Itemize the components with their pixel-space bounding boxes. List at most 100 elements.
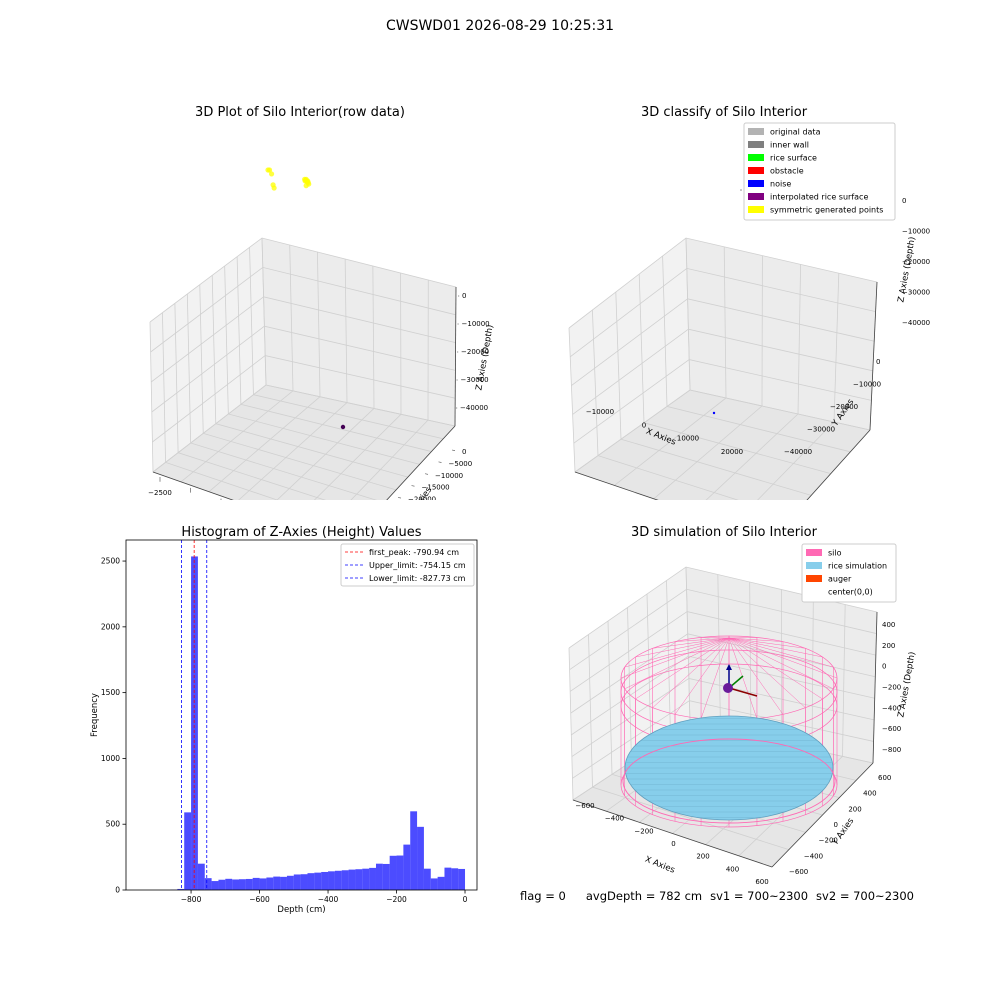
histogram-bar [410, 811, 418, 890]
y-tick-label: 2000 [101, 622, 120, 631]
silo-roof-line [700, 637, 730, 719]
hist-legend-label: Lower_limit: -827.73 cm [369, 574, 466, 583]
histogram-bar [396, 855, 404, 890]
avg-depth-text: avgDepth = 782 cm [585, 889, 703, 903]
histogram-bar [403, 844, 411, 890]
z-tick-label: −800 [882, 746, 901, 754]
classify-legend-swatch [748, 206, 764, 213]
z-axis-line [869, 281, 878, 431]
silo-roof-line [635, 637, 730, 658]
z-gridline [572, 328, 873, 415]
back-right-pane [262, 238, 456, 426]
z-gridline [571, 678, 875, 757]
classify-legend-label: interpolated rice surface [770, 193, 868, 202]
chart-title: 3D Plot of Silo Interior(row data) [195, 105, 405, 120]
histogram-bar [259, 878, 267, 890]
z-tick-label: −10000 [902, 228, 930, 236]
back-left-pane [150, 238, 266, 472]
z-gridline [572, 700, 874, 779]
classify-legend-label: symmetric generated points [770, 206, 883, 215]
y-tick-label: −10000 [435, 472, 463, 480]
silo-roof-line [728, 637, 784, 642]
x-tick-label: 20000 [721, 448, 743, 456]
silo-roof-line [624, 637, 730, 690]
chart-title: 3D classify of Silo Interior [641, 105, 808, 120]
x-axis-line [572, 799, 773, 868]
x-tick-label: 400 [726, 865, 739, 873]
y-tick-label: 0 [876, 358, 880, 366]
classify-legend-box [743, 122, 896, 221]
raw-point [271, 185, 277, 191]
y-tick-mark [451, 449, 456, 451]
x-tick-label: 0 [671, 840, 675, 848]
z-gridline [152, 355, 456, 443]
histogram-bar [341, 870, 349, 890]
auger-center-point [723, 683, 733, 693]
raw-point [306, 181, 312, 187]
x-tick-label: −600 [575, 802, 594, 810]
z-axis-label: Z Axies (Depth) [474, 324, 495, 391]
classify-legend-label: obstacle [770, 167, 804, 176]
hist-legend-box [340, 543, 475, 587]
depth-histogram: Histogram of Z-Axies (Height) Values −800… [90, 525, 478, 915]
histogram-bar [197, 863, 205, 890]
classify-legend-swatch [748, 128, 764, 135]
z-gridline [150, 296, 456, 383]
y-tick-label: −30000 [807, 426, 835, 434]
histogram-bar [252, 877, 260, 890]
hist-legend-label: Upper_limit: -754.15 cm [369, 561, 466, 570]
z-tick-label: −200 [882, 684, 901, 692]
plot-frame [125, 539, 478, 891]
z-tick-label: −30000 [461, 376, 489, 384]
classify-legend-swatch [748, 154, 764, 161]
histogram-bar [334, 870, 342, 890]
histogram-bar [184, 812, 192, 890]
x-tick-label: 200 [696, 853, 709, 861]
rice-mesh [625, 718, 833, 818]
y-tick-label: −20000 [408, 496, 436, 501]
y-tick-label: 600 [878, 774, 891, 782]
back-right-pane [686, 238, 877, 430]
histogram-bar [451, 868, 459, 890]
back-left-pane [569, 238, 690, 472]
x-tick-label: −800 [181, 895, 202, 904]
z-tick-label: −20000 [461, 348, 489, 356]
histogram-bar [218, 879, 226, 890]
x-tick-label: −200 [386, 895, 407, 904]
histogram-bar [266, 877, 274, 890]
y-tick-label: −600 [789, 868, 808, 876]
silo-roof-line [728, 637, 784, 715]
x-tick-label: −2500 [148, 489, 172, 497]
classify-legend-label: inner wall [770, 141, 809, 150]
y-tick-label: 2500 [101, 557, 120, 566]
z-axis-line [872, 611, 878, 764]
z-gridline [570, 633, 876, 714]
y-tick-label: 400 [863, 790, 876, 798]
y-tick-mark [424, 473, 429, 475]
histogram-bar [321, 871, 329, 890]
z-tick-label: −40000 [902, 319, 930, 327]
z-tick-label: −400 [882, 704, 901, 712]
z-gridline [569, 267, 876, 358]
histogram-bar [280, 876, 287, 890]
z-tick-label: 200 [882, 642, 895, 650]
z-gridline [573, 359, 872, 444]
y-axis-line [806, 429, 871, 500]
sim-legend-label: rice simulation [828, 562, 887, 571]
flag-text: flag = 0 [520, 889, 566, 903]
y-tick-label: −20000 [830, 403, 858, 411]
chart-title: 3D simulation of Silo Interior [631, 525, 818, 540]
sv2-text: sv2 = 700~2300 [816, 889, 914, 903]
x-tick-label: 0 [463, 895, 468, 904]
silo-roof-line [728, 637, 823, 658]
histogram-bar [423, 868, 431, 890]
histogram-bar [389, 855, 397, 890]
original-data-point [740, 189, 742, 191]
histogram-bar [225, 878, 233, 890]
silo-roof-line [674, 637, 730, 715]
silo-roof-line [701, 637, 730, 639]
y-axis-line [771, 762, 874, 868]
classify-legend-swatch [748, 141, 764, 148]
